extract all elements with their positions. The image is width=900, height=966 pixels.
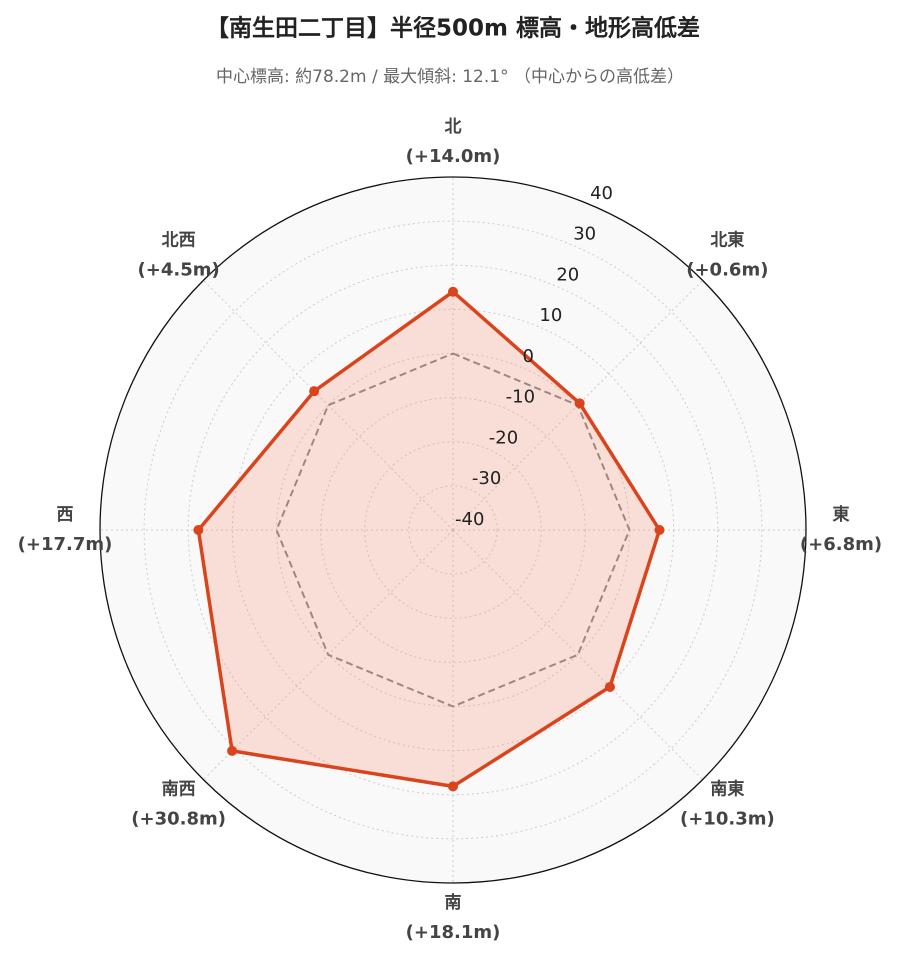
chart-subtitle: 中心標高: 約78.2m / 最大傾斜: 12.1° （中心からの高低差） [216, 67, 684, 87]
value-label: (+4.5m) [138, 260, 220, 281]
spoke [452, 529, 703, 780]
r-tick-label: -20 [489, 427, 518, 448]
value-label: (+30.8m) [131, 808, 226, 829]
point [227, 745, 238, 756]
category-label: 北東 [710, 230, 744, 251]
value-label: (+17.7m) [18, 534, 113, 555]
value-label: (+14.0m) [406, 146, 501, 167]
point [604, 681, 615, 692]
category-label: 南 [445, 892, 462, 913]
category-label: 南東 [710, 778, 744, 799]
category-label: 南西 [162, 778, 196, 799]
point [654, 525, 665, 535]
value-label: (+18.1m) [406, 922, 501, 943]
point [193, 525, 204, 535]
r-tick-label: 40 [590, 183, 613, 204]
spoke [203, 280, 454, 531]
r-tick-label: -30 [472, 468, 501, 489]
chart-title: 【南生田二丁目】半径500m 標高・地形高低差 [206, 15, 700, 42]
grid-circle [364, 441, 542, 619]
grid-circle [187, 264, 719, 796]
category-label: 北 [445, 117, 462, 137]
r-tick-label: 30 [573, 224, 596, 245]
point [448, 781, 458, 792]
point [448, 286, 458, 297]
reference-line [275, 352, 631, 708]
r-tick-label: -10 [506, 387, 535, 408]
value-label: (+6.8m) [800, 534, 882, 555]
r-tick-label: -40 [455, 509, 484, 530]
point [309, 386, 320, 397]
r-tick-label: 20 [556, 264, 579, 285]
point [574, 398, 585, 409]
category-label: 西 [57, 505, 74, 525]
value-label: (+10.3m) [680, 808, 775, 829]
r-tick-label: 10 [539, 305, 562, 326]
r-tick-label: 0 [523, 346, 534, 367]
grid-circle [143, 220, 763, 840]
grid-circle [320, 397, 586, 663]
grid-circle [408, 485, 498, 575]
plot-border [99, 176, 807, 884]
category-label: 北西 [162, 231, 196, 251]
value-label: (+0.6m) [686, 260, 768, 281]
category-label: 東 [833, 504, 850, 525]
